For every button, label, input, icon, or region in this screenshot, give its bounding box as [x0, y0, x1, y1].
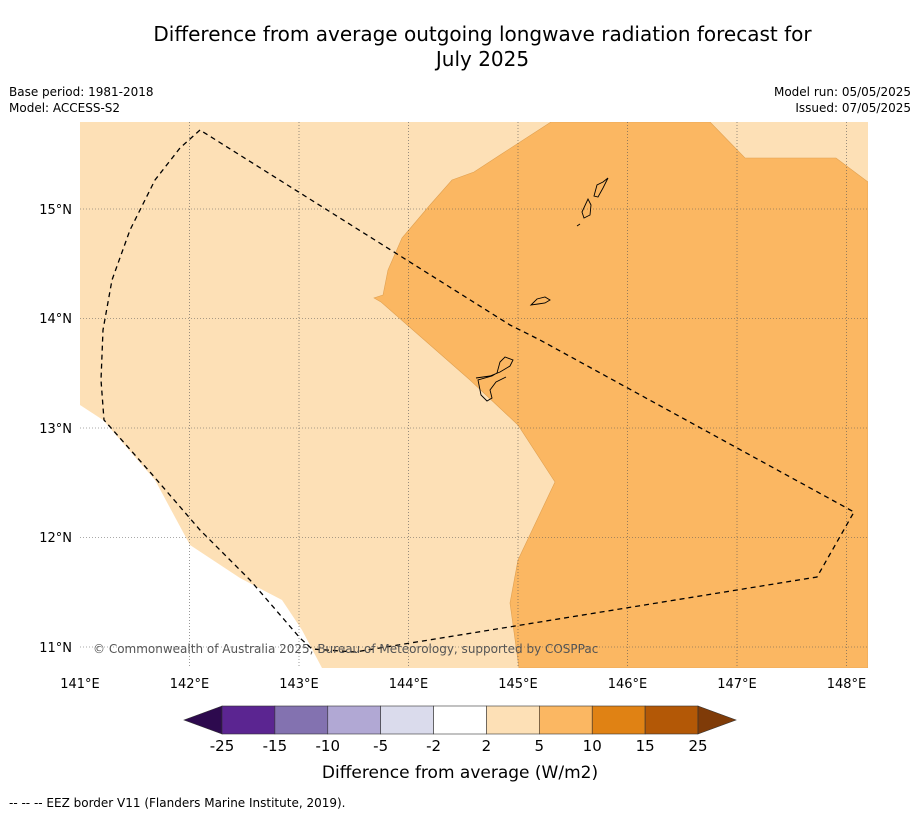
islands	[475, 177, 609, 402]
colorbar-tick-label: 2	[482, 737, 492, 755]
map-area: © Commonwealth of Australia 2025, Bureau…	[80, 122, 868, 668]
lat-tick-labels: 15°N 14°N 13°N 12°N 11°N	[39, 203, 72, 656]
saipan-island	[593, 177, 609, 198]
colorbar: -25 -15 -10 -5 -2 2 5 10 15 25 Difference from av…	[183, 705, 737, 783]
colorbar-over-arrow	[697, 705, 737, 735]
issued-date: Issued: 07/05/2025	[795, 101, 911, 115]
lon-tick: 145°E	[498, 677, 538, 692]
eez-footnote: -- -- -- EEZ border V11 (Flanders Marine…	[9, 796, 346, 810]
eez-border	[100, 129, 855, 653]
colorbar-ticks: -25 -15 -10 -5 -2 2 5 10 15 25	[210, 737, 708, 755]
title-line-2: July 2025	[435, 47, 530, 71]
lon-tick: 147°E	[717, 677, 757, 692]
tinian-island	[581, 197, 592, 219]
lat-tick: 12°N	[39, 531, 72, 546]
colorbar-tick-label: 15	[636, 737, 655, 755]
meta-left: Base period: 1981-2018 Model: ACCESS-S2	[9, 84, 154, 116]
gridlines	[80, 122, 868, 668]
colorbar-segment	[539, 705, 593, 735]
colorbar-tick-label: -10	[316, 737, 341, 755]
map-title: Difference from average outgoing longwav…	[120, 22, 845, 72]
title-line-1: Difference from average outgoing longwav…	[153, 22, 812, 46]
colorbar-segment	[221, 705, 276, 735]
colorbar-tick-label: -2	[426, 737, 441, 755]
lat-tick: 13°N	[39, 422, 72, 437]
aguijan-island	[576, 223, 581, 227]
colorbar-tick-label: -25	[210, 737, 235, 755]
colorbar-segments	[221, 705, 699, 735]
colorbar-tick-label: 25	[688, 737, 707, 755]
colorbar-tick-label: 10	[583, 737, 602, 755]
colorbar-segment	[327, 705, 381, 735]
colorbar-tick-label: 5	[535, 737, 545, 755]
model-name: Model: ACCESS-S2	[9, 101, 121, 115]
copyright-note: © Commonwealth of Australia 2025, Bureau…	[93, 642, 598, 656]
colorbar-tick-label: -15	[263, 737, 288, 755]
guam-island	[475, 356, 514, 402]
colorbar-under-arrow	[183, 705, 223, 735]
rota-island	[529, 296, 551, 306]
colorbar-segment	[274, 705, 329, 735]
colorbar-segment	[380, 705, 434, 735]
lon-tick: 148°E	[827, 677, 867, 692]
lon-tick-labels: 141°E 142°E 143°E 144°E 145°E 146°E 147°…	[60, 677, 866, 692]
colorbar-segment	[644, 705, 699, 735]
meta-right: Model run: 05/05/2025 Issued: 07/05/2025	[774, 84, 911, 116]
shade-neutral	[80, 405, 322, 668]
base-period: Base period: 1981-2018	[9, 85, 154, 99]
lon-tick: 141°E	[60, 677, 100, 692]
lat-tick: 14°N	[39, 312, 72, 327]
lat-tick: 15°N	[39, 203, 72, 218]
lon-tick: 144°E	[389, 677, 429, 692]
colorbar-segment	[486, 705, 540, 735]
lat-tick: 11°N	[39, 641, 72, 656]
lon-tick: 143°E	[279, 677, 319, 692]
colorbar-segment	[591, 705, 646, 735]
colorbar-label: Difference from average (W/m2)	[322, 763, 598, 783]
lon-tick: 146°E	[608, 677, 648, 692]
model-run: Model run: 05/05/2025	[773, 85, 911, 99]
colorbar-tick-label: -5	[373, 737, 388, 755]
lon-tick: 142°E	[170, 677, 210, 692]
colorbar-segment	[433, 705, 487, 735]
